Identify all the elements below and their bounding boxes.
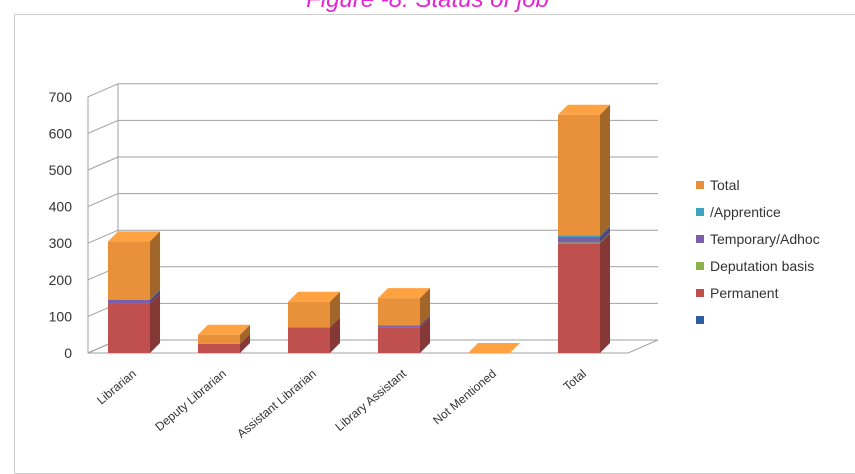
- bar-segment-side: [420, 315, 430, 328]
- bar-top: [198, 324, 250, 335]
- bar-top: [378, 288, 430, 299]
- side-wall-gridline: [87, 119, 119, 134]
- bar-segment-side: [600, 232, 610, 244]
- legend-item: Total: [696, 171, 820, 198]
- y-tick-label: 100: [49, 308, 73, 324]
- legend-item: Deputation basis: [696, 252, 820, 279]
- y-tick-label: 300: [49, 235, 73, 251]
- bar-top: [468, 343, 520, 353]
- side-wall-gridline: [87, 193, 119, 208]
- legend-item: /Apprentice: [696, 198, 820, 225]
- legend-item: Temporary/Adhoc: [696, 225, 820, 252]
- bar-segment-side: [330, 291, 340, 328]
- bar-segment: [108, 241, 150, 300]
- legend-swatch: [696, 234, 704, 243]
- y-tick-label: 0: [64, 345, 72, 361]
- legend-label: Temporary/Adhoc: [710, 230, 820, 247]
- bar-segment-side: [600, 225, 610, 237]
- bar-segment: [198, 334, 240, 344]
- bar-segment-side: [600, 226, 610, 243]
- legend-swatch: [696, 288, 704, 297]
- bar-segment: [378, 298, 420, 326]
- bar-segment: [378, 327, 420, 353]
- legend-swatch: [696, 207, 704, 216]
- bar-segment: [558, 243, 600, 353]
- bar-segment: [558, 114, 600, 236]
- x-tick-label: Library Assistant: [332, 366, 409, 434]
- bar-segment: [108, 303, 150, 353]
- chart-legend: Total/Apprentice Temporary/Adhoc Deputatio…: [696, 171, 820, 333]
- y-tick-label: 200: [49, 272, 73, 288]
- bar-segment: [288, 327, 330, 353]
- y-tick-label: 500: [49, 162, 73, 178]
- bar-segment-side: [600, 233, 610, 353]
- legend-label: Permanent: [710, 284, 779, 301]
- x-tick-label: Not Mentioned: [430, 367, 499, 428]
- bar-top: [288, 291, 340, 302]
- legend-item: [696, 306, 820, 333]
- bar-segment-side: [150, 293, 160, 353]
- y-tick-label: 600: [49, 125, 73, 141]
- x-tick-label: Total: [561, 367, 589, 394]
- legend-swatch: [696, 261, 704, 270]
- legend-label: Deputation basis: [710, 257, 815, 274]
- legend-swatch: [696, 180, 704, 189]
- side-wall-gridline: [87, 83, 119, 98]
- bar-segment: [558, 236, 600, 243]
- bar-segment: [558, 242, 600, 244]
- bar-segment: [378, 325, 420, 328]
- x-tick-label: Librarian: [94, 367, 139, 408]
- bar-segment-side: [420, 288, 430, 326]
- y-tick-label: 400: [49, 199, 73, 215]
- bar-top: [558, 104, 610, 115]
- y-tick-label: 700: [49, 89, 73, 105]
- bar-segment-side: [420, 317, 430, 353]
- legend-label: /Apprentice: [710, 203, 781, 220]
- bar-segment-side: [600, 104, 610, 236]
- side-wall-gridline: [87, 229, 119, 244]
- bar-segment: [558, 235, 600, 237]
- figure-caption: Figure -8: Status of job: [0, 0, 855, 14]
- legend-swatch: [696, 315, 704, 324]
- bar-segment-side: [330, 317, 340, 353]
- side-wall-gridline: [87, 156, 119, 171]
- bar-segment-side: [150, 231, 160, 300]
- bar-segment: [198, 343, 240, 353]
- bar-segment-side: [150, 289, 160, 300]
- bar-segment-side: [240, 324, 250, 344]
- bar-segment: [108, 299, 150, 300]
- bar-segment: [108, 299, 150, 304]
- x-tick-label: Deputy Librarian: [152, 367, 228, 434]
- bar-segment: [288, 301, 330, 328]
- bar-segment-side: [240, 333, 250, 353]
- legend-label: Total: [710, 176, 740, 193]
- x-tick-label: Assistant Librarian: [234, 367, 319, 441]
- bar-segment-side: [150, 289, 160, 304]
- bar-top: [108, 231, 160, 242]
- legend-item: Permanent: [696, 279, 820, 306]
